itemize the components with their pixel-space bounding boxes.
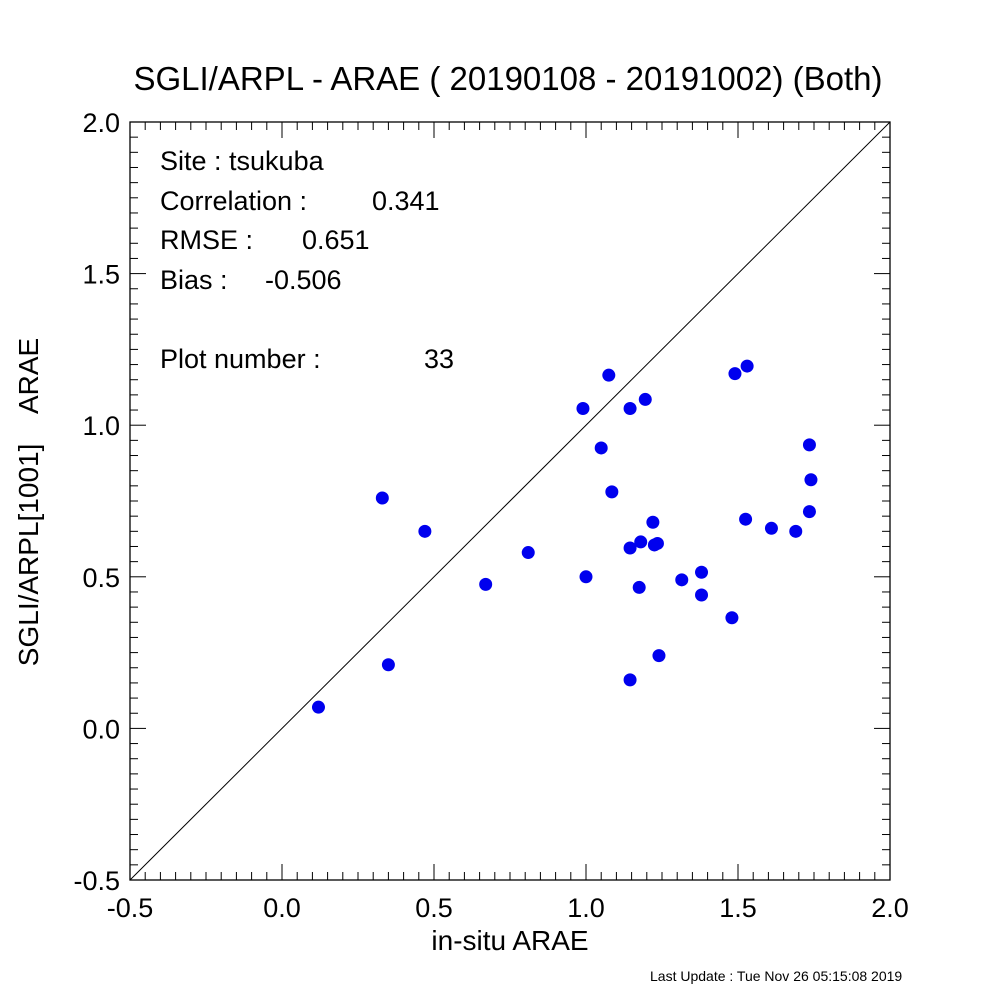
data-point (646, 515, 660, 529)
data-point (740, 359, 754, 373)
y-tick-label: 0.0 (82, 714, 120, 744)
y-axis-label: SGLI/ARPL[1001] ARAE (13, 338, 44, 666)
data-point (725, 611, 739, 625)
x-tick-label: 0.5 (415, 893, 453, 923)
stat-value: 33 (424, 344, 454, 374)
stat-label: Bias : (160, 265, 228, 295)
x-tick-label: 1.5 (719, 893, 757, 923)
data-point (695, 565, 709, 579)
stat-value: -0.506 (265, 265, 342, 295)
stat-value: 0.341 (372, 186, 440, 216)
x-tick-label: -0.5 (107, 893, 154, 923)
x-tick-label: 0.0 (263, 893, 301, 923)
data-point (634, 535, 648, 549)
data-point (602, 368, 616, 382)
data-point (728, 367, 742, 381)
stat-label: Correlation : (160, 186, 307, 216)
data-point (650, 536, 664, 550)
data-point (623, 402, 637, 416)
last-update-text: Last Update : Tue Nov 26 05:15:08 2019 (650, 968, 903, 984)
stats-annotation: Site : tsukuba Correlation : 0.341 RMSE : 0.… (160, 146, 454, 374)
data-point (739, 512, 753, 526)
data-point (623, 673, 637, 687)
scatter-points (311, 359, 818, 714)
y-tick-label: -0.5 (73, 866, 120, 896)
stat-value: 0.651 (302, 225, 370, 255)
x-tick-label: 2.0 (871, 893, 909, 923)
chart-title: SGLI/ARPL - ARAE ( 20190108 - 20191002) … (133, 60, 882, 97)
data-point (652, 649, 666, 663)
data-point (594, 441, 608, 455)
data-point (804, 473, 818, 487)
data-point (675, 573, 689, 587)
data-point (802, 438, 816, 452)
data-point (375, 491, 389, 505)
y-tick-label: 1.0 (82, 411, 120, 441)
data-point (764, 521, 778, 535)
stat-label: RMSE : (160, 225, 253, 255)
y-tick-label: 0.5 (82, 563, 120, 593)
stat-label: Site : tsukuba (160, 146, 325, 176)
y-tick-labels: -0.5 0.0 0.5 1.0 1.5 2.0 (73, 108, 120, 896)
one-to-one-line (129, 121, 891, 881)
data-point (381, 658, 395, 672)
data-point (638, 392, 652, 406)
data-point (479, 577, 493, 591)
data-point (695, 588, 709, 602)
data-point (632, 580, 646, 594)
data-point (311, 700, 325, 714)
data-point (576, 402, 590, 416)
data-point (623, 541, 637, 555)
stat-label: Plot number : (160, 344, 321, 374)
data-point (605, 485, 619, 499)
data-point (579, 570, 593, 584)
data-point (789, 524, 803, 538)
x-tick-labels: -0.5 0.0 0.5 1.0 1.5 2.0 (107, 893, 909, 923)
axis-ticks (129, 121, 891, 881)
x-axis-label: in-situ ARAE (431, 925, 588, 956)
data-point (802, 505, 816, 519)
y-tick-label: 2.0 (82, 108, 120, 138)
data-point (521, 546, 535, 560)
x-tick-label: 1.0 (567, 893, 605, 923)
data-point (418, 524, 432, 538)
y-tick-label: 1.5 (82, 260, 120, 290)
